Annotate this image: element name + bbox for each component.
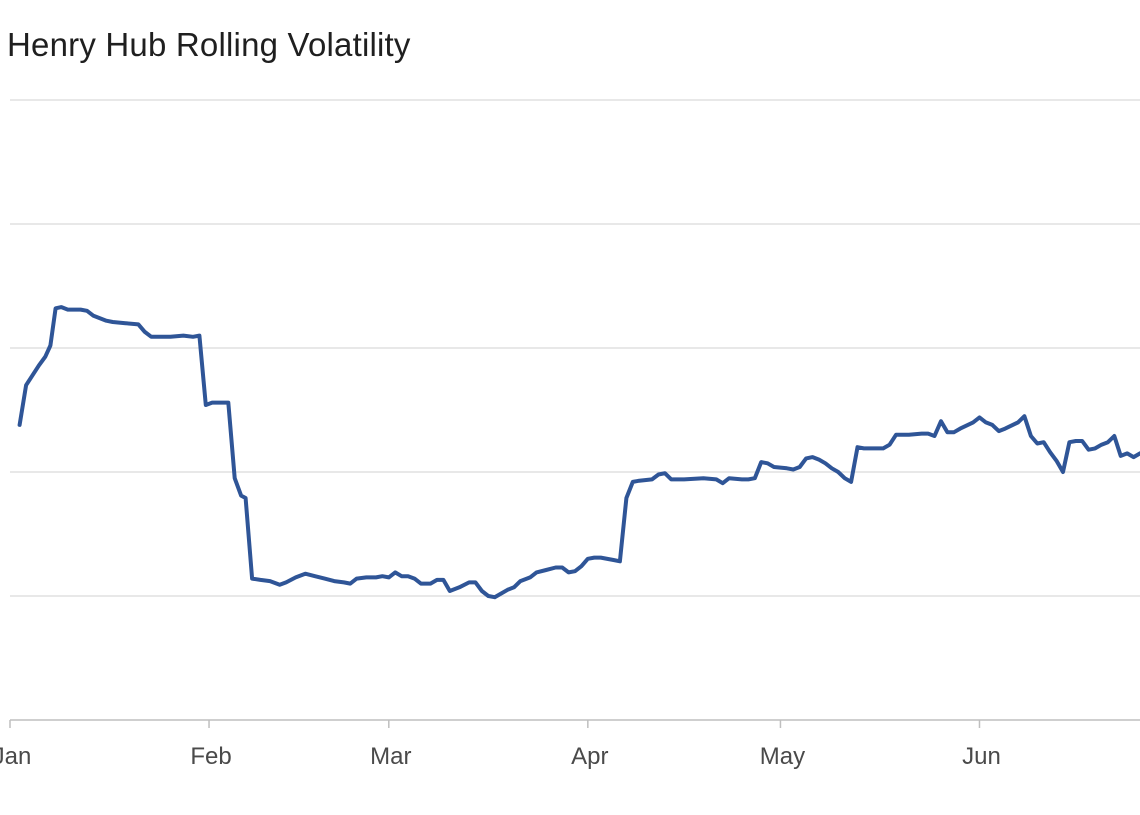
gridlines <box>10 99 1140 597</box>
x-tick-label-may: May <box>760 743 805 770</box>
x-tick-label-apr: Apr <box>571 743 608 770</box>
x-tick-label-feb: Feb <box>190 743 231 770</box>
series-line-1 <box>17 305 1140 600</box>
x-axis: Jan Feb Mar Apr May Jun <box>0 719 1140 770</box>
x-tick-label-mar: Mar <box>370 743 411 770</box>
chart-title: Henry Hub Rolling Volatility <box>7 26 411 63</box>
x-tick-label-jan: Jan <box>0 743 31 770</box>
x-tick-label-jun: Jun <box>962 743 1001 770</box>
series-layer <box>17 305 1140 600</box>
